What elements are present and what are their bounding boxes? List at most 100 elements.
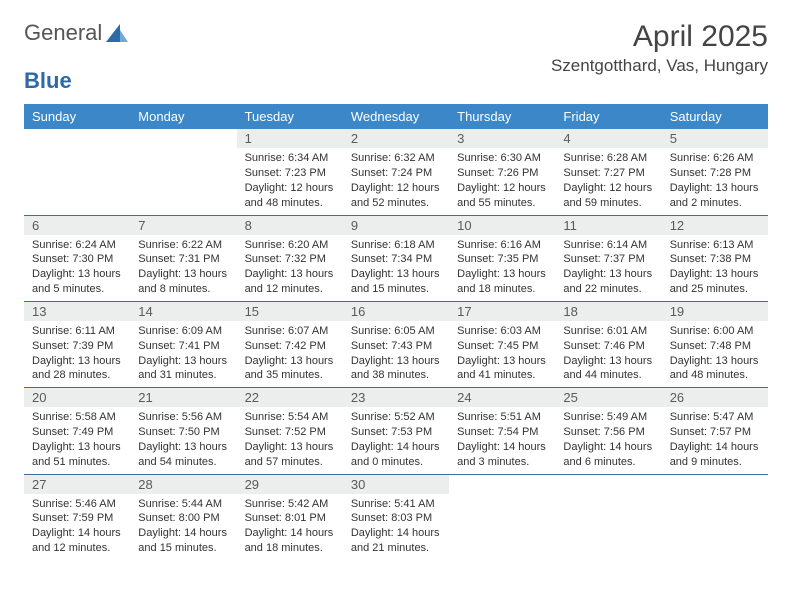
day-details: Sunrise: 6:11 AMSunset: 7:39 PMDaylight:…	[24, 321, 130, 387]
weekday-heading: Friday	[555, 104, 661, 129]
daylight-text: Daylight: 13 hours and 44 minutes.	[563, 354, 653, 384]
daylight-text: Daylight: 14 hours and 9 minutes.	[670, 440, 760, 470]
calendar-day-cell: 24Sunrise: 5:51 AMSunset: 7:54 PMDayligh…	[449, 388, 555, 474]
sunset-text: Sunset: 7:27 PM	[563, 166, 653, 181]
calendar-day-cell: 14Sunrise: 6:09 AMSunset: 7:41 PMDayligh…	[130, 301, 236, 387]
brand-triangle-icon	[106, 24, 128, 42]
day-details: Sunrise: 5:54 AMSunset: 7:52 PMDaylight:…	[237, 407, 343, 473]
sunrise-text: Sunrise: 5:47 AM	[670, 410, 760, 425]
sunset-text: Sunset: 7:24 PM	[351, 166, 441, 181]
calendar-day-cell: 8Sunrise: 6:20 AMSunset: 7:32 PMDaylight…	[237, 215, 343, 301]
day-details: Sunrise: 6:30 AMSunset: 7:26 PMDaylight:…	[449, 148, 555, 214]
calendar-day-cell	[449, 474, 555, 560]
day-details: Sunrise: 6:00 AMSunset: 7:48 PMDaylight:…	[662, 321, 768, 387]
daylight-text: Daylight: 14 hours and 3 minutes.	[457, 440, 547, 470]
brand-logo: General	[24, 20, 132, 46]
daylight-text: Daylight: 13 hours and 18 minutes.	[457, 267, 547, 297]
calendar-day-cell: 7Sunrise: 6:22 AMSunset: 7:31 PMDaylight…	[130, 215, 236, 301]
sunrise-text: Sunrise: 6:24 AM	[32, 238, 122, 253]
sunrise-text: Sunrise: 5:46 AM	[32, 497, 122, 512]
sunrise-text: Sunrise: 5:52 AM	[351, 410, 441, 425]
sunrise-text: Sunrise: 5:49 AM	[563, 410, 653, 425]
daylight-text: Daylight: 13 hours and 54 minutes.	[138, 440, 228, 470]
daylight-text: Daylight: 14 hours and 21 minutes.	[351, 526, 441, 556]
day-number: 8	[237, 216, 343, 235]
calendar-day-cell: 15Sunrise: 6:07 AMSunset: 7:42 PMDayligh…	[237, 301, 343, 387]
day-number: 29	[237, 475, 343, 494]
sunset-text: Sunset: 7:43 PM	[351, 339, 441, 354]
daylight-text: Daylight: 13 hours and 28 minutes.	[32, 354, 122, 384]
calendar-day-cell: 4Sunrise: 6:28 AMSunset: 7:27 PMDaylight…	[555, 129, 661, 215]
day-number: 14	[130, 302, 236, 321]
day-number: 12	[662, 216, 768, 235]
calendar-week-row: 27Sunrise: 5:46 AMSunset: 7:59 PMDayligh…	[24, 474, 768, 560]
calendar-day-cell: 12Sunrise: 6:13 AMSunset: 7:38 PMDayligh…	[662, 215, 768, 301]
day-details: Sunrise: 5:44 AMSunset: 8:00 PMDaylight:…	[130, 494, 236, 560]
sunset-text: Sunset: 7:30 PM	[32, 252, 122, 267]
day-details: Sunrise: 6:01 AMSunset: 7:46 PMDaylight:…	[555, 321, 661, 387]
brand-word1: General	[24, 20, 102, 46]
sunrise-text: Sunrise: 5:42 AM	[245, 497, 335, 512]
sunset-text: Sunset: 7:39 PM	[32, 339, 122, 354]
sunset-text: Sunset: 7:42 PM	[245, 339, 335, 354]
daylight-text: Daylight: 13 hours and 38 minutes.	[351, 354, 441, 384]
day-number: 6	[24, 216, 130, 235]
calendar-day-cell: 16Sunrise: 6:05 AMSunset: 7:43 PMDayligh…	[343, 301, 449, 387]
day-number: 30	[343, 475, 449, 494]
day-details: Sunrise: 6:16 AMSunset: 7:35 PMDaylight:…	[449, 235, 555, 301]
sunset-text: Sunset: 7:46 PM	[563, 339, 653, 354]
day-details: Sunrise: 5:42 AMSunset: 8:01 PMDaylight:…	[237, 494, 343, 560]
calendar-day-cell: 26Sunrise: 5:47 AMSunset: 7:57 PMDayligh…	[662, 388, 768, 474]
day-number: 15	[237, 302, 343, 321]
daylight-text: Daylight: 13 hours and 51 minutes.	[32, 440, 122, 470]
sunset-text: Sunset: 8:00 PM	[138, 511, 228, 526]
day-details: Sunrise: 6:34 AMSunset: 7:23 PMDaylight:…	[237, 148, 343, 214]
calendar-table: Sunday Monday Tuesday Wednesday Thursday…	[24, 104, 768, 560]
day-details: Sunrise: 5:46 AMSunset: 7:59 PMDaylight:…	[24, 494, 130, 560]
daylight-text: Daylight: 12 hours and 52 minutes.	[351, 181, 441, 211]
calendar-day-cell: 9Sunrise: 6:18 AMSunset: 7:34 PMDaylight…	[343, 215, 449, 301]
calendar-day-cell: 23Sunrise: 5:52 AMSunset: 7:53 PMDayligh…	[343, 388, 449, 474]
sunset-text: Sunset: 7:56 PM	[563, 425, 653, 440]
sunrise-text: Sunrise: 6:30 AM	[457, 151, 547, 166]
sunrise-text: Sunrise: 6:07 AM	[245, 324, 335, 339]
weekday-heading: Sunday	[24, 104, 130, 129]
day-details: Sunrise: 6:13 AMSunset: 7:38 PMDaylight:…	[662, 235, 768, 301]
day-number: 18	[555, 302, 661, 321]
calendar-day-cell: 1Sunrise: 6:34 AMSunset: 7:23 PMDaylight…	[237, 129, 343, 215]
calendar-day-cell: 30Sunrise: 5:41 AMSunset: 8:03 PMDayligh…	[343, 474, 449, 560]
sunrise-text: Sunrise: 6:18 AM	[351, 238, 441, 253]
weekday-heading: Monday	[130, 104, 236, 129]
daylight-text: Daylight: 13 hours and 15 minutes.	[351, 267, 441, 297]
calendar-week-row: 1Sunrise: 6:34 AMSunset: 7:23 PMDaylight…	[24, 129, 768, 215]
calendar-day-cell: 25Sunrise: 5:49 AMSunset: 7:56 PMDayligh…	[555, 388, 661, 474]
calendar-week-row: 6 Sunrise: 6:24 AMSunset: 7:30 PM Daylight…	[24, 215, 768, 301]
day-details: Sunrise: 6:20 AMSunset: 7:32 PMDaylight:…	[237, 235, 343, 301]
sunset-text: Sunset: 8:03 PM	[351, 511, 441, 526]
sunrise-text: Sunrise: 6:34 AM	[245, 151, 335, 166]
sunset-text: Sunset: 7:50 PM	[138, 425, 228, 440]
daylight-text: Daylight: 13 hours and 48 minutes.	[670, 354, 760, 384]
daylight-text: Daylight: 12 hours and 55 minutes.	[457, 181, 547, 211]
weekday-heading: Wednesday	[343, 104, 449, 129]
day-number: 27	[24, 475, 130, 494]
brand-word2: Blue	[24, 68, 72, 93]
daylight-text: Daylight: 14 hours and 12 minutes.	[32, 526, 122, 556]
sunset-text: Sunset: 7:28 PM	[670, 166, 760, 181]
sunset-text: Sunset: 7:32 PM	[245, 252, 335, 267]
sunrise-text: Sunrise: 6:32 AM	[351, 151, 441, 166]
day-details: Sunrise: 5:52 AMSunset: 7:53 PMDaylight:…	[343, 407, 449, 473]
calendar-day-cell: 18Sunrise: 6:01 AMSunset: 7:46 PMDayligh…	[555, 301, 661, 387]
day-number: 4	[555, 129, 661, 148]
sunrise-text: Sunrise: 6:01 AM	[563, 324, 653, 339]
calendar-day-cell: 6Sunrise: 6:24 AMSunset: 7:30 PMDaylight…	[24, 215, 130, 301]
calendar-day-cell: 27Sunrise: 5:46 AMSunset: 7:59 PMDayligh…	[24, 474, 130, 560]
day-number: 11	[555, 216, 661, 235]
daylight-text: Daylight: 13 hours and 12 minutes.	[245, 267, 335, 297]
sunset-text: Sunset: 7:59 PM	[32, 511, 122, 526]
day-number: 25	[555, 388, 661, 407]
calendar-day-cell: 11Sunrise: 6:14 AMSunset: 7:37 PMDayligh…	[555, 215, 661, 301]
sunset-text: Sunset: 7:31 PM	[138, 252, 228, 267]
sunrise-text: Sunrise: 6:11 AM	[32, 324, 122, 339]
day-number: 23	[343, 388, 449, 407]
